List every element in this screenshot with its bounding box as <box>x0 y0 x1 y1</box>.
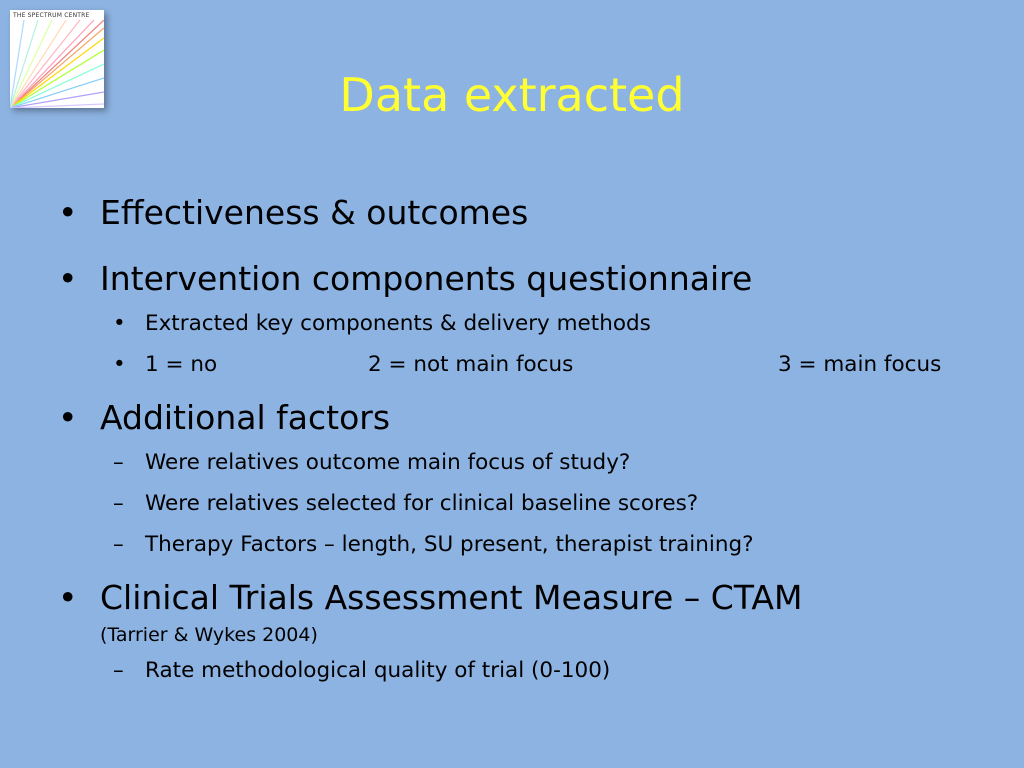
bullet-text: Intervention components questionnaire <box>100 259 753 298</box>
scale-value-3: 3 = main focus <box>778 352 942 377</box>
sub-bullet-text: Were relatives outcome main focus of stu… <box>145 450 631 475</box>
bullet-marker: • <box>58 193 78 232</box>
bullet-intervention: • Intervention components questionnaire <box>58 256 1008 302</box>
bullet-marker: • <box>58 398 78 437</box>
bullet-text: Additional factors <box>100 398 391 437</box>
bullet-marker: • <box>58 259 78 298</box>
spectrum-centre-logo: THE SPECTRUM CENTRE <box>10 10 104 108</box>
sub-bullet-relatives-outcome: – Were relatives outcome main focus of s… <box>58 447 1008 479</box>
bullet-marker: • <box>58 578 78 617</box>
dash-marker: – <box>113 491 124 516</box>
slide-title: Data extracted <box>339 68 685 122</box>
bullet-marker: • <box>113 311 126 336</box>
bullet-text: Clinical Trials Assessment Measure – CTA… <box>100 578 803 617</box>
sub-bullet-rate-quality: – Rate methodological quality of trial (… <box>58 655 1008 687</box>
dash-marker: – <box>113 658 124 683</box>
logo-ray-graphic <box>10 20 104 108</box>
bullet-ctam: • Clinical Trials Assessment Measure – C… <box>58 575 1008 621</box>
bullet-additional-factors: • Additional factors <box>58 395 1008 441</box>
bullet-marker: • <box>113 352 126 377</box>
sub-bullet-extracted: • Extracted key components & delivery me… <box>58 308 1008 340</box>
sub-bullet-scale: • 1 = no 2 = not main focus 3 = main foc… <box>58 349 1008 381</box>
scale-value-2: 2 = not main focus <box>368 352 574 377</box>
sub-bullet-text: Extracted key components & delivery meth… <box>145 311 651 336</box>
sub-bullet-text: Were relatives selected for clinical bas… <box>145 491 699 516</box>
scale-value-1: 1 = no <box>145 352 218 377</box>
bullet-effectiveness: • Effectiveness & outcomes <box>58 190 1008 236</box>
sub-bullet-relatives-selected: – Were relatives selected for clinical b… <box>58 488 1008 520</box>
dash-marker: – <box>113 532 124 557</box>
dash-marker: – <box>113 450 124 475</box>
citation-note: (Tarrier & Wykes 2004) <box>100 624 318 646</box>
sub-bullet-text: Therapy Factors – length, SU present, th… <box>145 532 754 557</box>
bullet-text: Effectiveness & outcomes <box>100 193 529 232</box>
bullet-list: • Effectiveness & outcomes • Interventio… <box>58 190 1008 687</box>
sub-bullet-text: Rate methodological quality of trial (0-… <box>145 658 611 683</box>
logo-text: THE SPECTRUM CENTRE <box>13 12 90 19</box>
sub-bullet-therapy-factors: – Therapy Factors – length, SU present, … <box>58 529 1008 561</box>
